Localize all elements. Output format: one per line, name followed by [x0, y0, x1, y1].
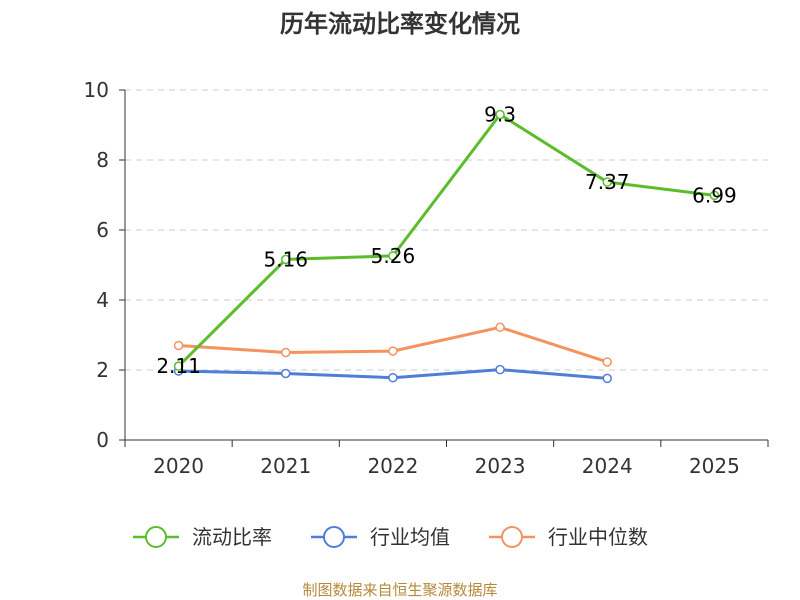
x-tick-label: 2022 [367, 454, 418, 478]
data-point[interactable] [281, 368, 291, 379]
grid-layer [125, 89, 768, 371]
series-line [177, 113, 716, 368]
y-tick-label: 0 [96, 428, 109, 452]
data-point[interactable] [709, 190, 720, 201]
data-point[interactable] [495, 322, 505, 333]
data-point[interactable] [495, 364, 505, 375]
y-tick-label: 8 [96, 148, 109, 172]
legend-item[interactable]: 行业中位数 [489, 525, 648, 549]
data-point[interactable] [173, 340, 184, 351]
x-tick-label: 2021 [260, 454, 311, 478]
data-label: 6.99 [692, 183, 737, 207]
x-tick-label: 2025 [689, 454, 740, 478]
series-layer [173, 109, 720, 384]
data-label: 2.11 [156, 354, 201, 378]
chart-title: 历年流动比率变化情况 [280, 10, 520, 38]
legend-marker-icon [323, 526, 345, 548]
data-point[interactable] [388, 372, 398, 383]
x-tick-label: 2020 [153, 454, 204, 478]
data-label: 5.16 [263, 247, 308, 271]
legend-marker-icon [501, 526, 523, 548]
legend-label: 行业均值 [370, 525, 450, 549]
data-point[interactable] [388, 251, 398, 261]
data-label: 7.37 [585, 170, 630, 194]
x-tick-label: 2024 [582, 454, 633, 478]
y-tick-label: 6 [96, 218, 109, 242]
legend-label: 行业中位数 [548, 525, 648, 549]
y-tick-label: 10 [84, 78, 109, 102]
data-label: 5.26 [371, 244, 416, 268]
legend-item[interactable]: 流动比率 [133, 525, 272, 549]
data-point[interactable] [281, 347, 291, 358]
legend-item[interactable]: 行业均值 [311, 525, 450, 549]
axis-layer: 0 2 4 6 8 10 2020 2021 2022 2023 2024 2025 [84, 78, 769, 478]
data-point[interactable] [495, 109, 505, 120]
y-tick-label: 2 [96, 358, 109, 382]
y-tick-label: 4 [96, 288, 109, 312]
data-point[interactable] [388, 346, 398, 356]
series-line [177, 325, 609, 364]
legend[interactable]: 流动比率 行业均值 行业中位数 [133, 525, 648, 549]
data-point[interactable] [602, 177, 612, 187]
x-tick-label: 2023 [475, 454, 526, 478]
label-layer: 2.11 5.16 5.26 9.3 7.37 6.99 [156, 103, 736, 379]
data-point[interactable] [602, 373, 612, 384]
data-point[interactable] [602, 357, 612, 367]
legend-label: 流动比率 [192, 525, 272, 549]
legend-marker-icon [145, 526, 167, 548]
data-label: 9.3 [484, 103, 516, 127]
data-point[interactable] [173, 361, 184, 371]
source-note: 制图数据来自恒生聚源数据库 [302, 581, 497, 599]
data-point[interactable] [281, 254, 291, 265]
